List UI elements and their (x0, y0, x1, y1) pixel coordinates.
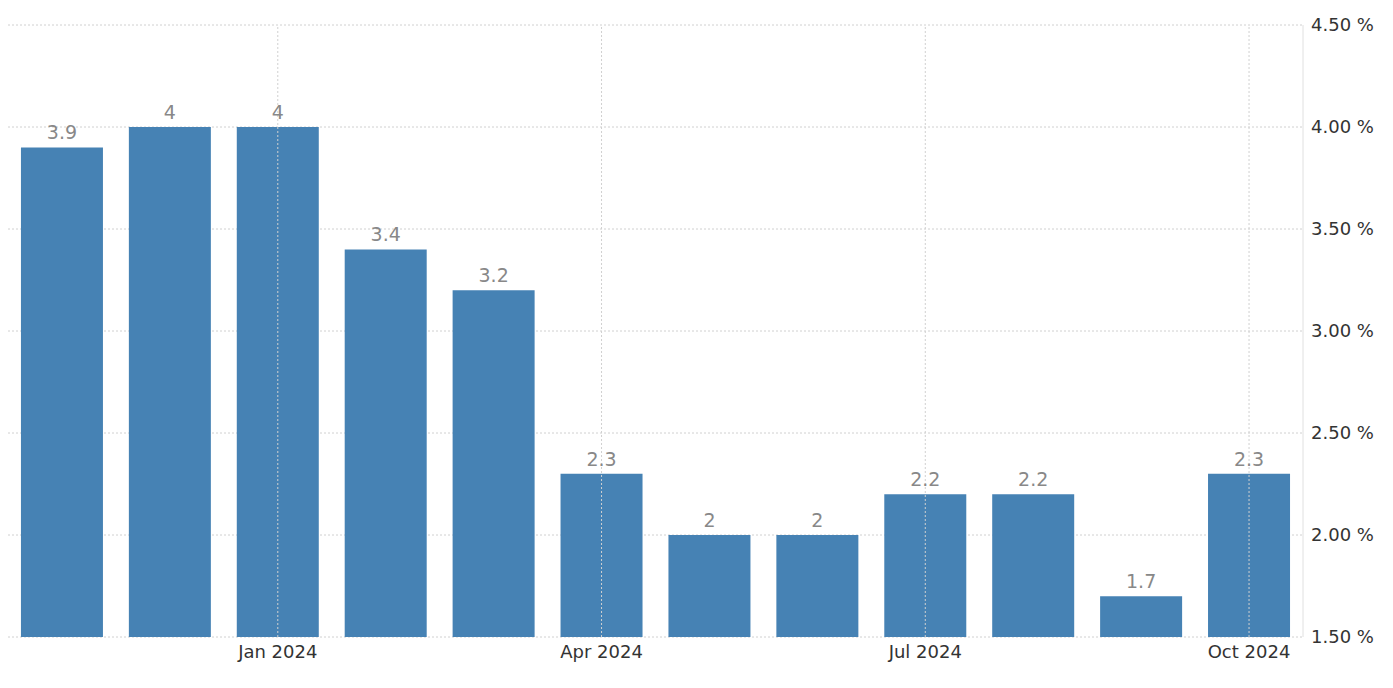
svg-text:2.2: 2.2 (1018, 468, 1048, 490)
svg-text:4: 4 (272, 101, 284, 123)
svg-text:2.00 %: 2.00 % (1311, 524, 1374, 545)
svg-text:Oct 2024: Oct 2024 (1208, 641, 1291, 662)
svg-text:2.50 %: 2.50 % (1311, 422, 1374, 443)
svg-text:4.50 %: 4.50 % (1311, 14, 1374, 35)
svg-text:2: 2 (811, 509, 823, 531)
svg-text:4: 4 (164, 101, 176, 123)
svg-text:2.2: 2.2 (910, 468, 940, 490)
svg-text:Jul 2024: Jul 2024 (888, 641, 962, 662)
svg-text:2.3: 2.3 (586, 448, 616, 470)
svg-text:4.00 %: 4.00 % (1311, 116, 1374, 137)
svg-text:3.2: 3.2 (479, 264, 509, 286)
svg-text:1.50 %: 1.50 % (1311, 626, 1374, 647)
svg-text:2.3: 2.3 (1234, 448, 1264, 470)
svg-text:2: 2 (703, 509, 715, 531)
svg-text:1.7: 1.7 (1126, 570, 1156, 592)
svg-text:3.00 %: 3.00 % (1311, 320, 1374, 341)
svg-text:Apr 2024: Apr 2024 (560, 641, 643, 662)
svg-text:3.50 %: 3.50 % (1311, 218, 1374, 239)
svg-text:3.9: 3.9 (47, 121, 77, 143)
svg-text:Jan 2024: Jan 2024 (237, 641, 317, 662)
svg-text:3.4: 3.4 (371, 223, 401, 245)
